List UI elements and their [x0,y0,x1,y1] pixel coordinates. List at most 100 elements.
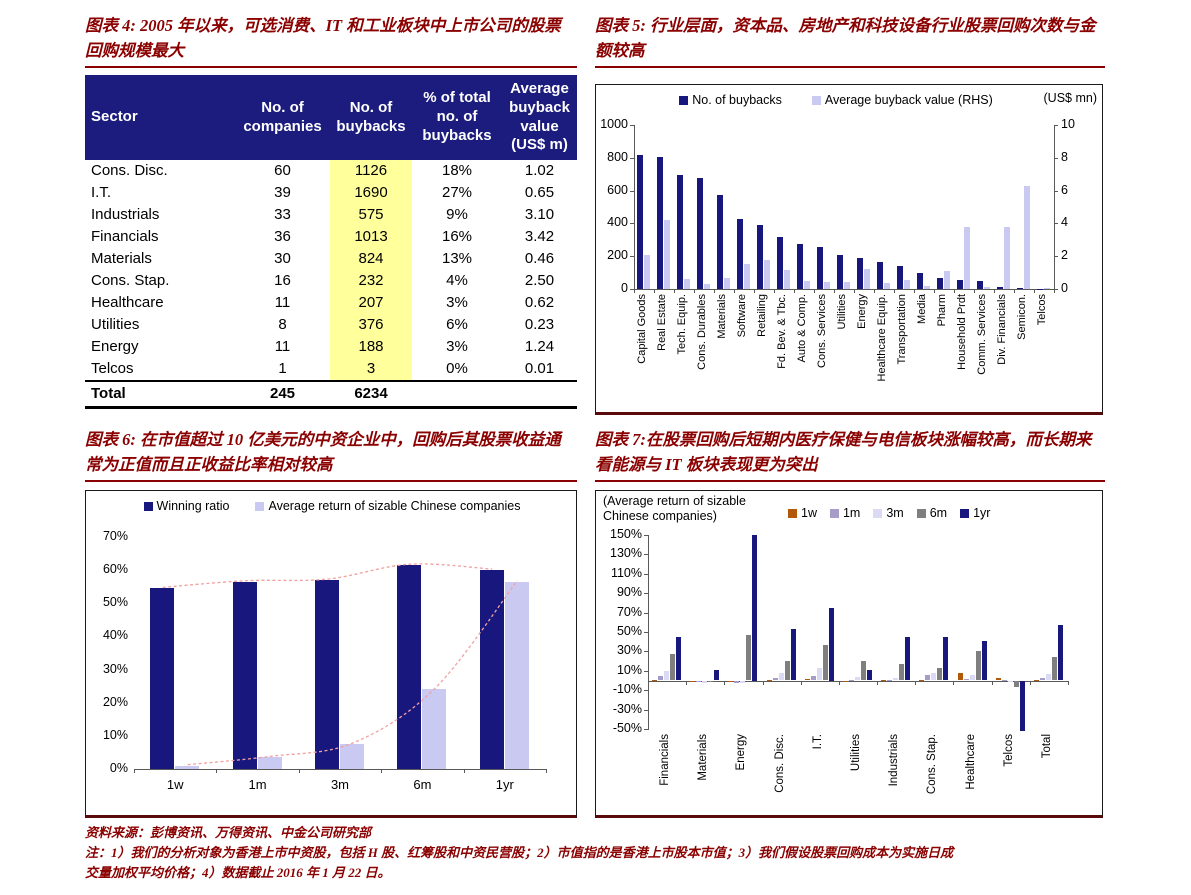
x-axis-label: Cons. Durables [696,294,708,370]
bar [664,220,670,289]
bar [957,672,963,681]
table-cell: 39 [274,184,291,201]
legend-swatch [829,508,839,518]
bar [778,672,784,681]
legend-item: Average return of sizable Chinese compan… [255,499,520,513]
x-axis-label: I.T. [811,734,824,750]
bar [766,679,772,681]
legend-item: 1m [829,506,860,520]
figure-6-title: 图表 6: 在市值超过 10 亿美元的中资企业中，回购后其股票收益通常为正值而且… [85,428,577,482]
x-axis-tick [934,289,935,293]
figure-4: 图表 4: 2005 年以来，可选消费、IT 和工业板块中上市公司的股票回购规模… [85,14,577,418]
figure-6-chart: Winning ratio Average return of sizable C… [85,490,577,818]
x-axis-label: Telcos [1002,734,1015,767]
bar [943,636,949,681]
x-axis-label: Tech. Equip. [676,294,688,355]
y-axis-tick [644,632,648,633]
x-axis-tick [694,289,695,293]
bar [925,674,931,681]
y-axis-label: 70% [102,529,128,543]
bar [504,581,529,769]
bar [790,629,796,681]
table-cell: 6234 [330,380,412,409]
table-cell: 207 [330,292,412,314]
bar [150,588,175,769]
table-cell: 3.10 [524,206,555,223]
bar [887,679,893,681]
table-cell: 1 [278,360,287,377]
x-axis-tick [648,680,649,685]
bar [1033,679,1039,681]
bar [734,680,740,684]
figure-4-title: 图表 4: 2005 年以来，可选消费、IT 和工业板块中上市公司的股票回购规模… [85,14,577,68]
figure-7-title: 图表 7:在股票回购后短期内医疗保健与电信板块涨幅较高，而长期来看能源与 IT … [595,428,1105,482]
legend-label: 1yr [973,506,991,520]
y-axis-label: 1000 [600,117,628,131]
x-axis-label: Transportation [896,294,908,365]
figure-7: 图表 7:在股票回购后短期内医疗保健与电信板块涨幅较高，而长期来看能源与 IT … [595,428,1105,818]
legend-item: 3m [873,506,904,520]
x-axis-tick [654,289,655,293]
table-cell: 2.50 [524,272,555,289]
x-axis-tick [734,289,735,293]
y-axis-tick [630,157,634,159]
x-axis-tick [216,769,218,773]
table-cell: 0.46 [524,250,555,267]
table-cell: 232 [330,270,412,292]
bar [981,640,987,681]
y-axis-tick [1054,223,1058,225]
x-axis-label: Total [1040,734,1053,759]
bar [917,272,923,289]
y-axis-label-right: 8 [1061,149,1068,164]
x-axis-tick [854,289,855,293]
bar [684,279,690,289]
bar [905,636,911,681]
y-axis-tick [630,223,634,225]
bar [884,283,890,289]
y-axis-tick [644,593,648,595]
x-axis-tick [762,680,764,685]
bar [1001,679,1007,681]
bar [828,607,834,681]
y-axis-label: 600 [607,182,628,197]
bar [810,675,816,681]
bar [1057,625,1063,681]
y-axis-label-right: 2 [1061,248,1068,263]
y-axis-label: 200 [607,248,628,263]
x-axis-label: Div. Financials [996,294,1008,365]
x-axis-label: Energy [856,294,868,329]
bar [737,219,743,289]
bar [397,565,422,769]
bar [849,679,854,681]
table-cell: 16% [441,228,473,245]
table-cell: 1.24 [524,338,555,355]
legend: No. of buybacks Average buyback value (RH… [636,93,1036,107]
y-axis-label: 50% [102,595,128,610]
table-cell: 3% [446,338,468,355]
table-cell: 3 [330,358,412,381]
y-axis-label: 30% [102,661,128,676]
bar [746,634,752,681]
x-axis-label: 1m [248,777,267,792]
bar [797,243,803,289]
y-axis-label: -30% [612,701,642,716]
x-axis-label: Healthcare Equip. [876,294,888,382]
x-axis-tick [794,289,795,293]
bar [744,264,750,289]
x-axis-tick [1029,680,1031,685]
table-row: Materials 30 824 13% 0.46 [85,248,577,270]
x-axis-label: Capital Goods [636,294,648,364]
x-axis-tick [298,769,300,773]
bar [784,661,790,681]
x-axis-tick [724,680,726,685]
bar [422,689,447,769]
x-axis-label: Financials [659,734,672,786]
bar [696,680,702,683]
bar [1037,288,1043,290]
table-cell: Industrials [91,206,160,223]
y-axis-label: 130% [610,546,642,561]
legend-item: 1w [788,506,817,520]
figure-7-chart: (Average return of sizable Chinese compa… [595,490,1103,818]
x-axis-tick [381,769,383,773]
bar [1013,680,1019,688]
